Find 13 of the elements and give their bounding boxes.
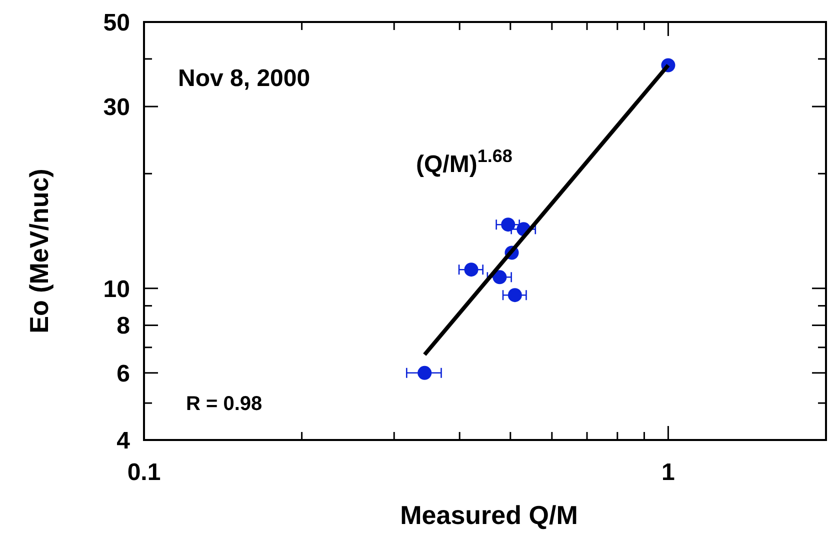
annotation: Nov 8, 2000 bbox=[178, 65, 310, 92]
y-tick-label: 50 bbox=[103, 9, 130, 36]
y-axis-title: Eo (MeV/nuc) bbox=[24, 168, 54, 334]
x-tick-label: 1 bbox=[662, 459, 675, 486]
y-tick-label: 30 bbox=[103, 94, 130, 121]
x-tick-label: 0.1 bbox=[127, 459, 161, 486]
y-tick-label: 10 bbox=[103, 276, 130, 303]
x-axis-title: Measured Q/M bbox=[400, 500, 578, 530]
annotation: (Q/M)$^{1.68}$ bbox=[416, 146, 512, 178]
y-tick-label: 4 bbox=[116, 427, 131, 454]
annotation: R = 0.98 bbox=[186, 393, 262, 415]
y-tick-label: 8 bbox=[116, 312, 130, 340]
y-tick-label: 6 bbox=[116, 360, 130, 388]
